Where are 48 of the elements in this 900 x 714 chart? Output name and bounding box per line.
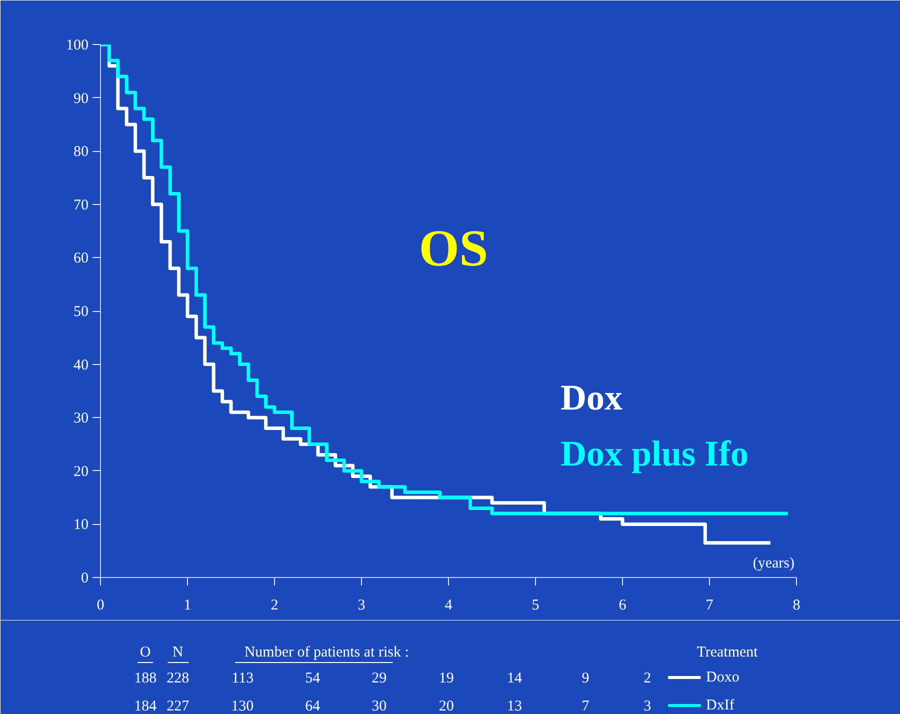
y-tick-label: 0 [81,570,88,586]
text: 7 [582,698,590,714]
text: 228 [166,670,190,686]
x-tick-label: 4 [444,598,453,614]
text: 20 [438,698,454,714]
text: 30 [372,698,387,714]
text: 188 [134,670,157,686]
x-tick-label: 5 [532,598,540,614]
y-tick-label: 70 [74,197,88,214]
text: Treatment [696,644,759,660]
x-tick-label: 0 [96,598,104,614]
text: 2 [644,670,652,686]
text: 19 [438,670,454,686]
text: 9 [582,670,590,686]
y-tick-label: 100 [66,38,88,54]
y-tick-label: 60 [74,250,88,267]
y-tick-label: 10 [74,517,88,534]
series-label: Dox plus Ifo [560,434,749,474]
text: 14 [506,670,522,686]
x-axis-title: (years) [752,556,795,572]
x-tick-label: 8 [792,598,800,614]
text: 184 [134,698,158,714]
y-tick-label: 40 [74,357,88,374]
x-tick-label: 3 [358,598,366,614]
text: 54 [305,670,321,686]
y-tick-label: 20 [74,464,88,480]
text: 13 [506,698,522,714]
text: 64 [305,698,321,714]
text: 113 [232,670,254,686]
x-tick-label: 2 [270,598,278,614]
text: 130 [231,698,254,714]
y-tick-label: 90 [74,90,88,107]
text: 29 [372,670,387,686]
x-tick-label: 7 [706,598,714,614]
text: O [140,644,151,660]
text: Dox [560,378,622,418]
text: 227 [166,698,190,714]
text: OS [418,220,488,278]
y-tick-label: 50 [74,304,88,320]
text: N [172,644,184,660]
text: Number of patients at risk : [244,644,409,660]
y-tick-label: 80 [74,144,88,160]
text: 3 [644,698,652,714]
text: DxIf [706,698,734,714]
y-tick-label: 30 [74,410,88,427]
x-tick-label: 1 [184,598,192,614]
x-tick-label: 6 [618,598,627,614]
text: Doxo [706,670,740,686]
